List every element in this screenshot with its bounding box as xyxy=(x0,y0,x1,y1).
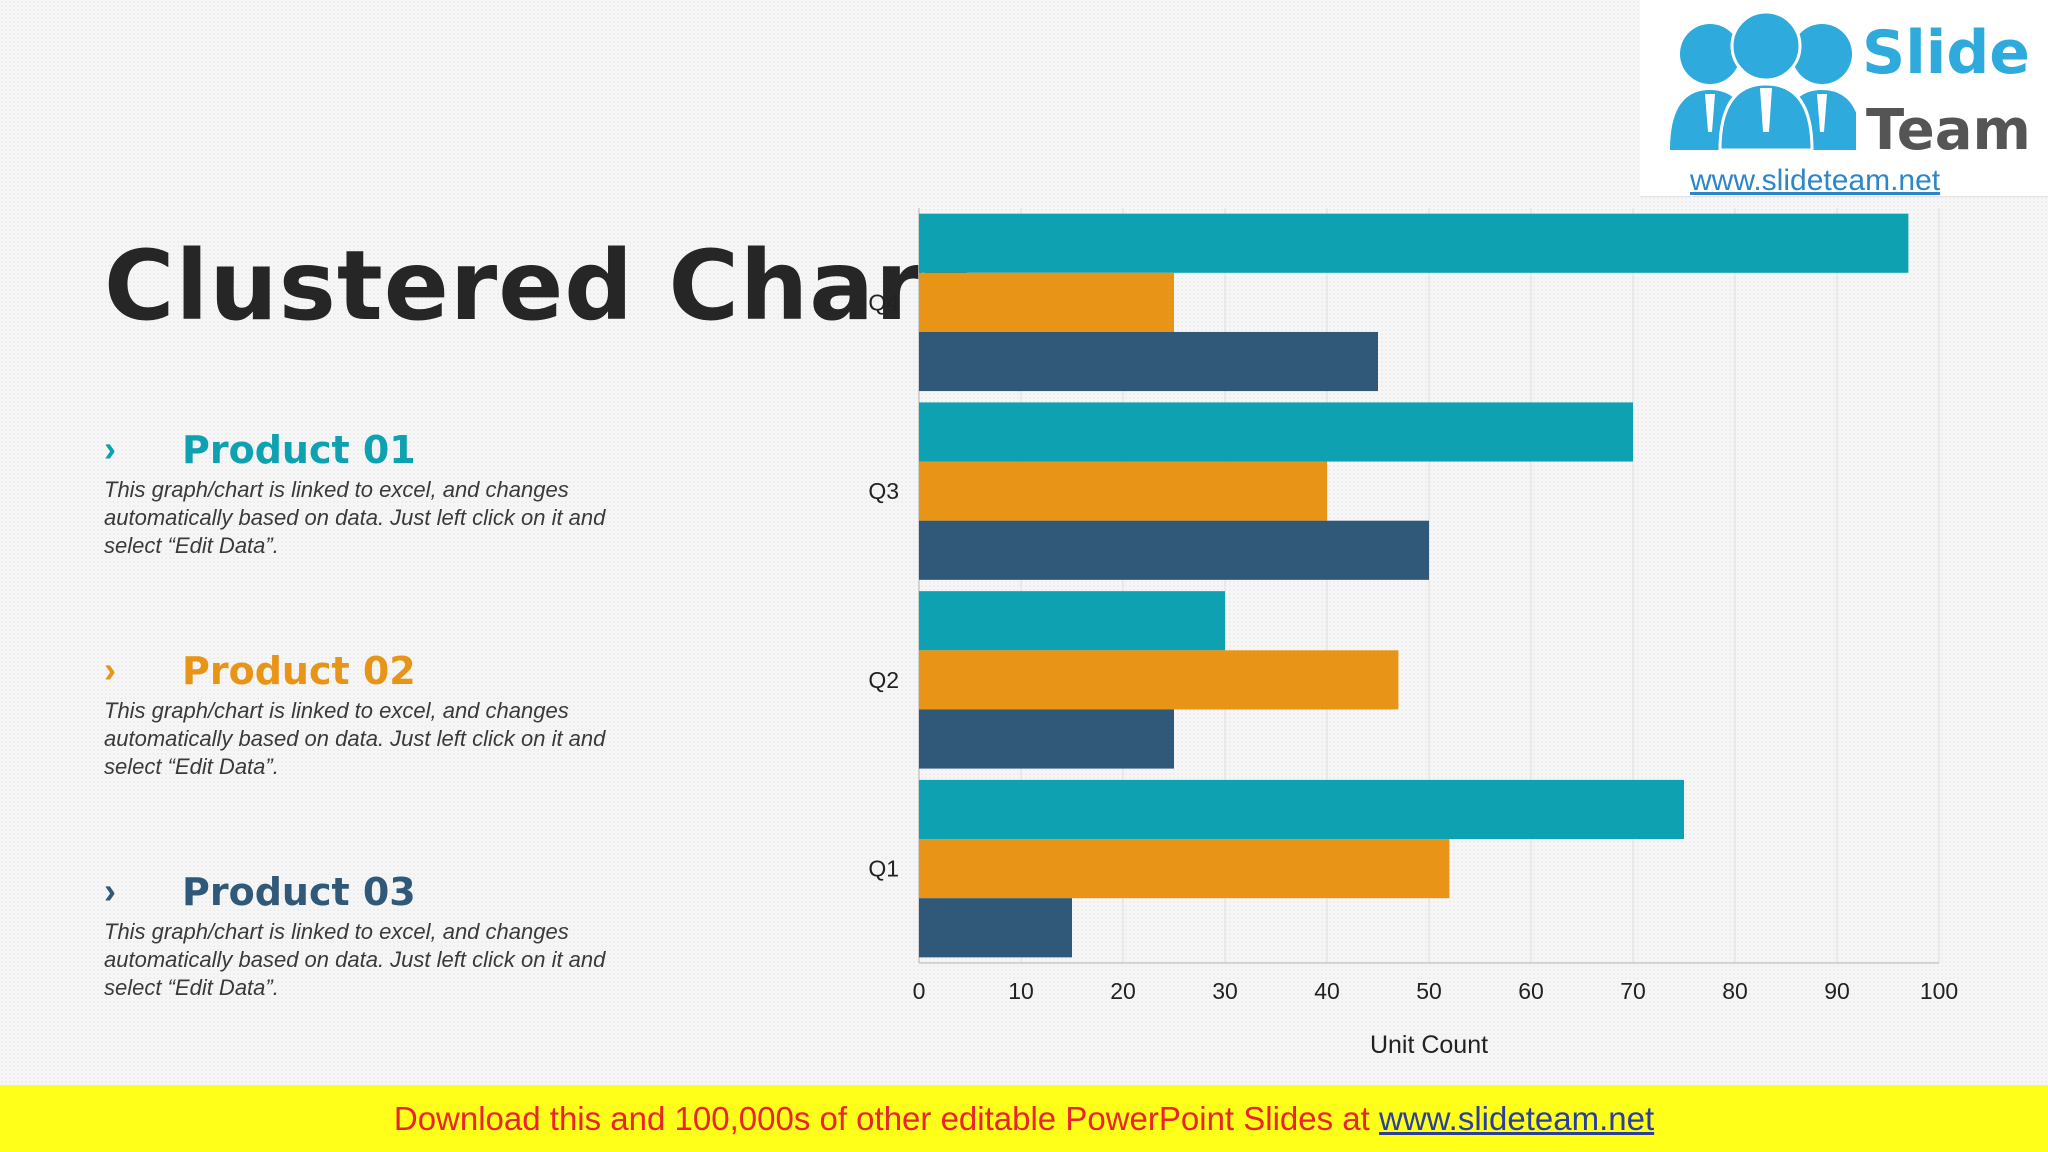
bar-q4-series-2 xyxy=(919,272,1174,332)
x-tick-label: 30 xyxy=(1212,978,1238,1004)
product-01-description: This graph/chart is linked to excel, and… xyxy=(104,477,606,558)
bar-q3-series-2 xyxy=(919,461,1327,521)
team-people-icon xyxy=(1670,10,1856,152)
product-02-description: This graph/chart is linked to excel, and… xyxy=(104,698,606,779)
x-tick-label: 50 xyxy=(1416,978,1442,1004)
logo-word-slide: Slide xyxy=(1862,18,2030,88)
bar-q3-series-3 xyxy=(919,520,1429,580)
chevron-right-icon: › xyxy=(104,649,116,690)
bar-q1-series-3 xyxy=(919,898,1072,958)
bar-q2-series-3 xyxy=(919,709,1174,769)
y-category-label: Q1 xyxy=(868,856,899,882)
bar-q1-series-1 xyxy=(919,779,1684,840)
slideteam-logo: Slide Team www.slideteam.net xyxy=(1640,0,2048,197)
slide-title: Clustered Chart xyxy=(104,230,971,342)
download-footer-banner: Download this and 100,000s of other edit… xyxy=(0,1085,2048,1152)
product-03-name: Product 03 xyxy=(182,870,416,914)
y-category-label: Q3 xyxy=(868,478,899,504)
bar-q4-series-1 xyxy=(919,213,1909,273)
x-tick-label: 90 xyxy=(1824,978,1850,1004)
x-tick-label: 60 xyxy=(1518,978,1544,1004)
x-tick-label: 0 xyxy=(913,978,926,1004)
bar-q3-series-1 xyxy=(919,402,1633,462)
x-tick-label: 80 xyxy=(1722,978,1748,1004)
footer-text: Download this and 100,000s of other edit… xyxy=(393,1100,1379,1137)
product-02-name: Product 02 xyxy=(182,649,416,693)
y-category-label: Q4 xyxy=(868,289,899,315)
x-axis-title: Unit Count xyxy=(1370,1031,1488,1059)
bar-q2-series-1 xyxy=(919,591,1225,651)
footer-link[interactable]: www.slideteam.net xyxy=(1379,1100,1655,1137)
product-01-name: Product 01 xyxy=(182,428,416,472)
x-tick-label: 70 xyxy=(1620,978,1646,1004)
x-tick-label: 100 xyxy=(1920,978,1958,1004)
logo-word-team: Team xyxy=(1866,98,2031,163)
y-category-label: Q2 xyxy=(868,667,899,693)
chevron-right-icon: › xyxy=(104,870,116,911)
x-tick-label: 10 xyxy=(1008,978,1034,1004)
x-tick-label: 20 xyxy=(1110,978,1136,1004)
bar-q4-series-3 xyxy=(919,331,1378,392)
chevron-right-icon: › xyxy=(104,428,116,469)
bar-q2-series-2 xyxy=(919,650,1399,710)
product-03-description: This graph/chart is linked to excel, and… xyxy=(104,919,606,1000)
clustered-bar-chart: 0 10 20 30 40 50 60 70 80 90 100 Q1 Q2 Q3 Q4 Unit Count xyxy=(868,208,1958,1059)
bar-q1-series-2 xyxy=(919,839,1450,899)
x-tick-label: 40 xyxy=(1314,978,1340,1004)
logo-url-link[interactable]: www.slideteam.net xyxy=(1690,164,1941,197)
